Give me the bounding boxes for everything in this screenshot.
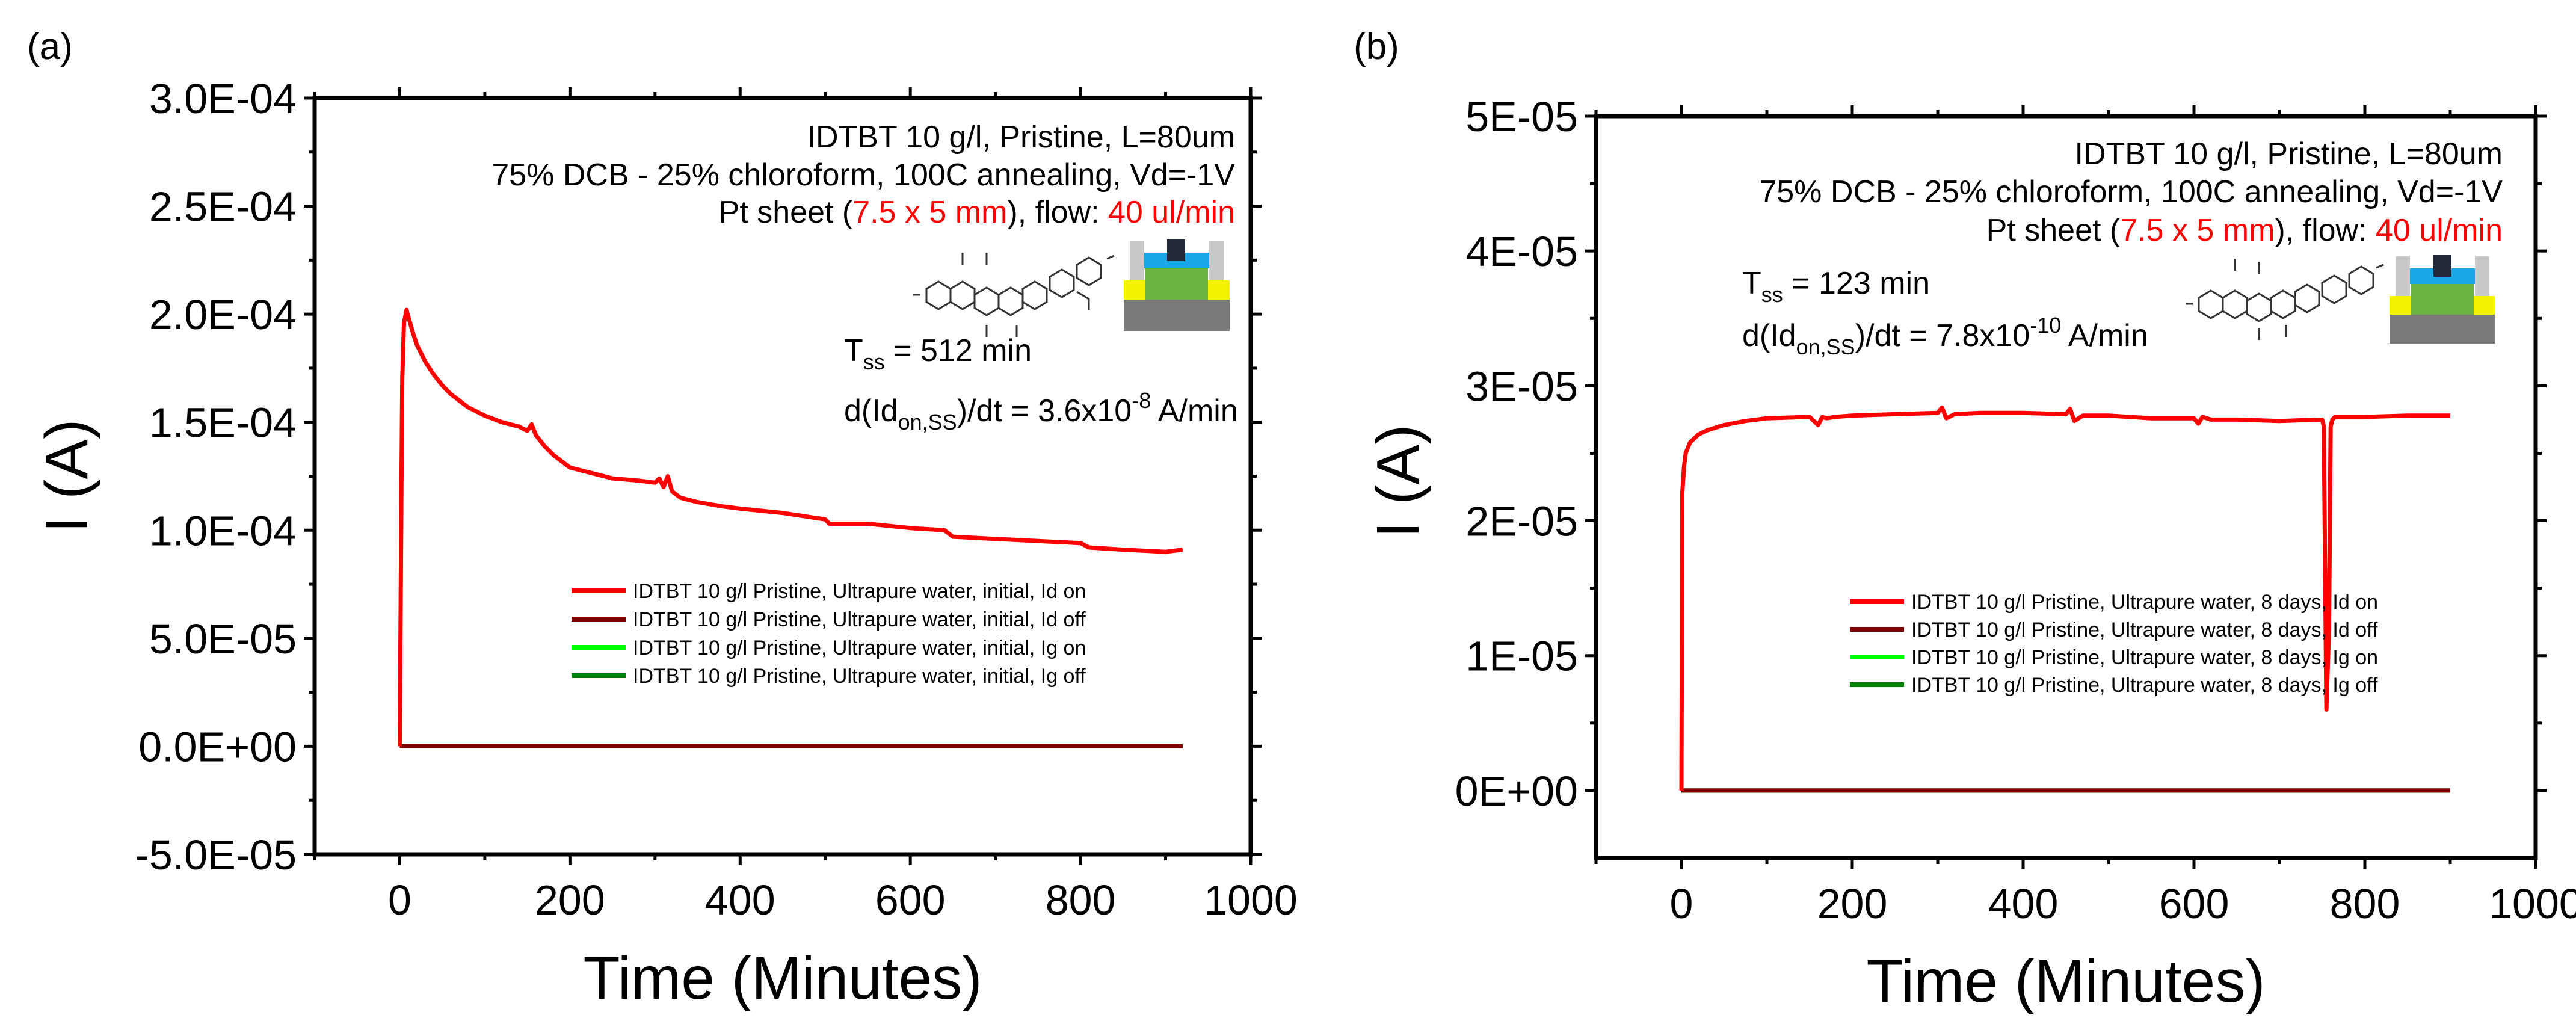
y-tick-label: 1.5E-04	[149, 399, 297, 446]
legend-label: IDTBT 10 g/l Pristine, Ultrapure water, …	[633, 637, 1086, 659]
legend-label: IDTBT 10 g/l Pristine, Ultrapure water, …	[1911, 646, 2378, 669]
annotation-line-1: IDTBT 10 g/l, Pristine, L=80um	[2075, 137, 2503, 171]
y-axis-label: I (A)	[1364, 425, 1432, 538]
panel-label: (b)	[1354, 26, 1399, 67]
panel-b: (b) 0E+00 1E-05 2E-05 3E-05 4E-05 5E-05 0 200 4…	[1354, 26, 2576, 1015]
x-tick-label: 600	[2159, 880, 2229, 927]
steady-state-time: Tss = 512 min	[844, 333, 1032, 374]
y-tick-labels: -5.0E-05 0.0E+00 5.0E-05 1.0E-04 1.5E-04 2.0E…	[135, 75, 297, 878]
data-series	[1679, 405, 2450, 793]
x-tick-label: 200	[1817, 880, 1888, 927]
plot-frame	[1594, 114, 2538, 860]
x-tick-labels: 0 200 400 600 800 1000	[1670, 880, 2576, 927]
y-tick-label: 1E-05	[1465, 633, 1578, 680]
steady-state-time: Tss = 123 min	[1742, 266, 1930, 307]
molecule-structure-icon	[2186, 259, 2384, 340]
annotation-line-1: IDTBT 10 g/l, Pristine, L=80um	[807, 120, 1235, 155]
x-tick-label: 400	[705, 877, 775, 924]
legend-label: IDTBT 10 g/l Pristine, Ultrapure water, …	[1911, 591, 2378, 614]
series-line	[398, 307, 1183, 747]
x-tick-label: 0	[1670, 880, 1693, 927]
y-tick-label: 4E-05	[1465, 228, 1578, 275]
y-tick-label: 5E-05	[1465, 93, 1578, 140]
legend: IDTBT 10 g/l Pristine, Ultrapure water, …	[572, 580, 1086, 688]
annotation: IDTBT 10 g/l, Pristine, L=80um 75% DCB -…	[1742, 137, 2503, 359]
y-axis-label: I (A)	[33, 419, 100, 533]
series-line	[1679, 405, 2450, 791]
annotation-line-2: 75% DCB - 25% chloroform, 100C annealing…	[491, 158, 1235, 193]
x-tick-label: 400	[1988, 880, 2059, 927]
x-tick-label: 1000	[1204, 877, 1298, 924]
y-tick-label: 3E-05	[1465, 363, 1578, 410]
drift-rate: d(Idon,SS)/dt = 3.6x10-8 A/min	[844, 388, 1238, 434]
y-tick-label: 5.0E-05	[149, 615, 297, 662]
annotation-line-3: Pt sheet (7.5 x 5 mm), flow: 40 ul/min	[1986, 213, 2503, 248]
y-tick-label: 2.5E-04	[149, 184, 297, 230]
y-tick-label: 1.0E-04	[149, 507, 297, 554]
y-tick-label: 0E+00	[1455, 768, 1578, 815]
legend-label: IDTBT 10 g/l Pristine, Ultrapure water, …	[1911, 674, 2378, 697]
x-tick-labels: 0 200 400 600 800 1000	[388, 877, 1298, 924]
x-axis-label: Time (Minutes)	[583, 945, 982, 1012]
y-tick-label: 3.0E-04	[149, 75, 297, 122]
x-axis-label: Time (Minutes)	[1866, 948, 2265, 1015]
device-structure-icon	[1124, 239, 1230, 331]
annotation: IDTBT 10 g/l, Pristine, L=80um 75% DCB -…	[491, 120, 1237, 434]
data-series	[398, 307, 1183, 748]
drift-rate: d(Idon,SS)/dt = 7.8x10-10 A/min	[1742, 313, 2148, 359]
x-tick-label: 600	[875, 877, 946, 924]
panel-label: (a)	[27, 26, 73, 67]
legend: IDTBT 10 g/l Pristine, Ultrapure water, …	[1850, 591, 2378, 697]
y-tick-label: 2E-05	[1465, 498, 1578, 545]
legend-label: IDTBT 10 g/l Pristine, Ultrapure water, …	[633, 608, 1086, 631]
molecule-structure-icon	[913, 253, 1115, 337]
device-structure-icon	[2390, 255, 2495, 344]
x-tick-label: 0	[388, 877, 411, 924]
y-tick-label: -5.0E-05	[135, 831, 297, 878]
x-tick-label: 800	[1046, 877, 1116, 924]
x-tick-label: 800	[2330, 880, 2400, 927]
panel-a: (a) -5.0E-05 0.0E+00 5.0E-05 1.0E-04 1.5E-04…	[27, 26, 1298, 1012]
legend-label: IDTBT 10 g/l Pristine, Ultrapure water, …	[633, 580, 1086, 603]
y-tick-labels: 0E+00 1E-05 2E-05 3E-05 4E-05 5E-05	[1455, 93, 1578, 815]
x-tick-label: 1000	[2489, 880, 2576, 927]
annotation-line-3: Pt sheet (7.5 x 5 mm), flow: 40 ul/min	[719, 195, 1235, 230]
annotation-line-2: 75% DCB - 25% chloroform, 100C annealing…	[1759, 174, 2503, 209]
legend-label: IDTBT 10 g/l Pristine, Ultrapure water, …	[633, 665, 1086, 688]
x-tick-label: 200	[535, 877, 605, 924]
plot-frame	[312, 96, 1253, 857]
y-tick-label: 2.0E-04	[149, 291, 297, 338]
legend-label: IDTBT 10 g/l Pristine, Ultrapure water, …	[1911, 618, 2378, 641]
y-tick-label: 0.0E+00	[138, 723, 297, 770]
